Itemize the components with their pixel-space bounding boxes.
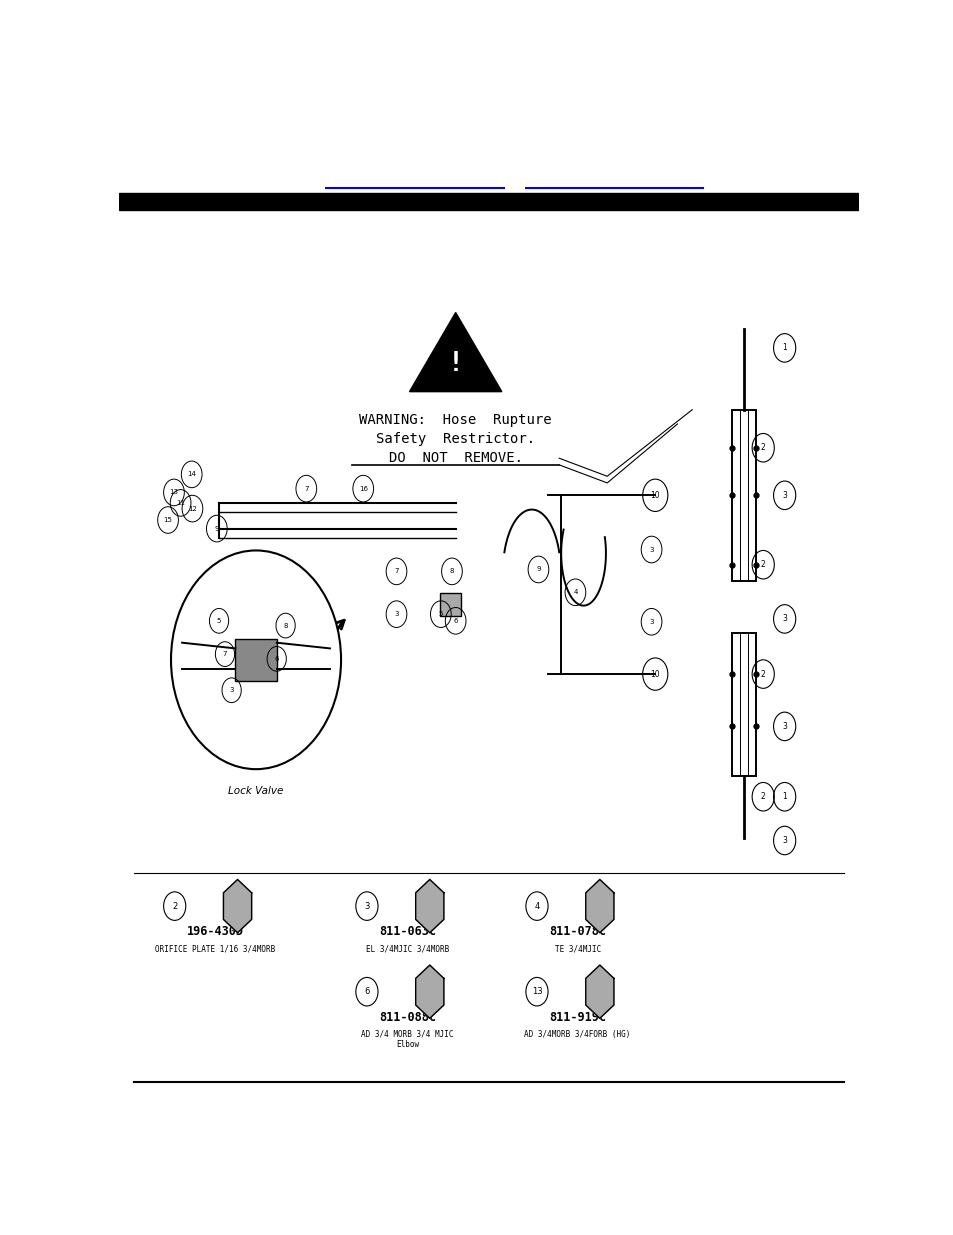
Text: 6: 6: [274, 656, 278, 662]
Text: 3: 3: [649, 547, 653, 552]
Text: EL 3/4MJIC 3/4MORB: EL 3/4MJIC 3/4MORB: [366, 944, 449, 953]
Text: 10: 10: [650, 669, 659, 678]
Text: Safety  Restrictor.: Safety Restrictor.: [375, 432, 535, 446]
Text: DO  NOT  REMOVE.: DO NOT REMOVE.: [388, 451, 522, 466]
Text: !: !: [447, 351, 463, 377]
Text: 2: 2: [760, 792, 765, 802]
Text: 2: 2: [760, 669, 765, 678]
Text: 3: 3: [394, 611, 398, 618]
Text: 4: 4: [534, 902, 539, 910]
Polygon shape: [223, 879, 252, 932]
Text: 3: 3: [364, 902, 369, 910]
Text: 9: 9: [214, 526, 219, 531]
Text: 811-919C: 811-919C: [549, 1010, 605, 1024]
Text: 5: 5: [216, 618, 221, 624]
Text: Lock Valve: Lock Valve: [228, 787, 283, 797]
Text: 5: 5: [438, 611, 442, 618]
Text: 2: 2: [172, 902, 177, 910]
Text: 811-088C: 811-088C: [378, 1010, 436, 1024]
Text: 10: 10: [650, 490, 659, 500]
Text: 1: 1: [781, 792, 786, 802]
Text: 3: 3: [781, 615, 786, 624]
Bar: [235, 638, 276, 680]
Text: 811-063C: 811-063C: [378, 925, 436, 939]
Polygon shape: [416, 965, 443, 1019]
Text: 16: 16: [358, 485, 367, 492]
Text: 6: 6: [364, 987, 369, 997]
Text: 15: 15: [163, 517, 172, 522]
Text: 7: 7: [222, 651, 227, 657]
Text: 196-430D: 196-430D: [187, 925, 244, 939]
Text: 2: 2: [760, 561, 765, 569]
Text: 4: 4: [573, 589, 577, 595]
Text: 9: 9: [536, 567, 540, 573]
Bar: [119, 193, 858, 210]
Text: WARNING:  Hose  Rupture: WARNING: Hose Rupture: [359, 414, 552, 427]
Polygon shape: [416, 879, 443, 932]
Text: 3: 3: [781, 490, 786, 500]
Text: 13: 13: [531, 987, 541, 997]
Text: 8: 8: [283, 622, 288, 629]
Text: AD 3/4 MORB 3/4 MJIC
Elbow: AD 3/4 MORB 3/4 MJIC Elbow: [361, 1030, 454, 1049]
Text: 11: 11: [176, 500, 185, 506]
Text: 7: 7: [304, 485, 308, 492]
Text: ORIFICE PLATE 1/16 3/4MORB: ORIFICE PLATE 1/16 3/4MORB: [155, 944, 275, 953]
Circle shape: [171, 551, 341, 769]
Text: TE 3/4MJIC: TE 3/4MJIC: [554, 944, 600, 953]
Text: 1: 1: [781, 343, 786, 352]
Polygon shape: [585, 879, 614, 932]
Bar: [439, 593, 460, 616]
Text: 3: 3: [781, 722, 786, 731]
Text: 811-078C: 811-078C: [549, 925, 605, 939]
Text: 3: 3: [649, 619, 653, 625]
Text: 14: 14: [187, 472, 196, 478]
Text: 2: 2: [760, 443, 765, 452]
Text: 3: 3: [229, 687, 233, 693]
Bar: [731, 634, 755, 776]
Polygon shape: [585, 965, 614, 1019]
Text: 8: 8: [449, 568, 454, 574]
Text: 12: 12: [188, 505, 196, 511]
Bar: [731, 410, 755, 580]
Text: 7: 7: [394, 568, 398, 574]
Text: 13: 13: [170, 489, 178, 495]
Text: AD 3/4MORB 3/4FORB (HG): AD 3/4MORB 3/4FORB (HG): [524, 1030, 630, 1039]
Text: 6: 6: [453, 618, 457, 624]
Text: 3: 3: [781, 836, 786, 845]
Polygon shape: [409, 312, 501, 391]
